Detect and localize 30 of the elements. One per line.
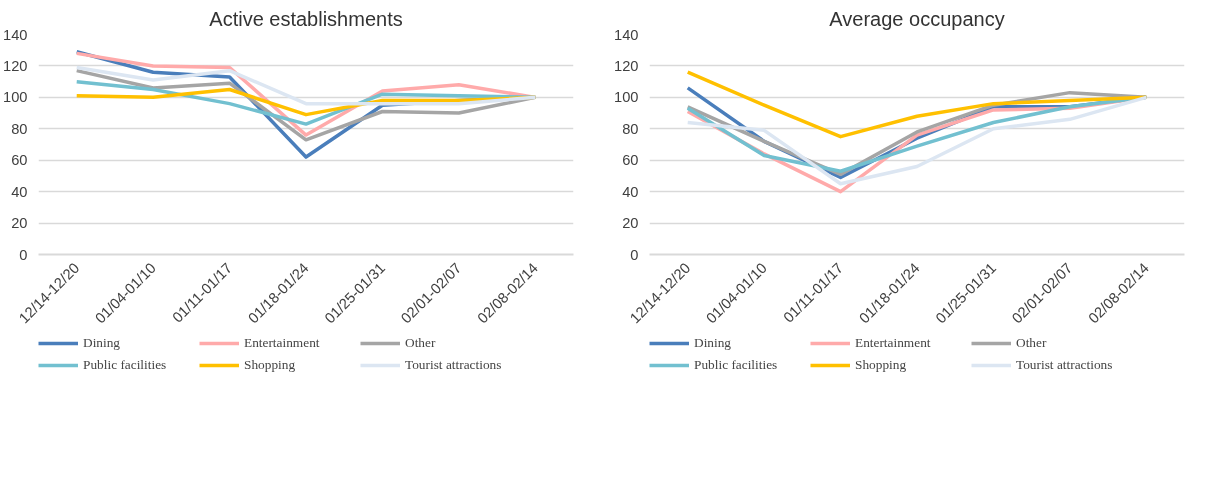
y-tick-label: 80 [622, 120, 639, 137]
y-tick-label: 100 [614, 89, 639, 106]
legend-label: Shopping [855, 357, 908, 373]
legend-label: Dining [83, 335, 122, 351]
y-tick-label: 80 [11, 120, 28, 137]
legend-label: Tourist attractions [1016, 357, 1114, 373]
legend-label: Other [1016, 335, 1048, 351]
y-tick-label: 40 [622, 183, 639, 200]
y-tick-label: 140 [3, 26, 28, 43]
y-tick-label: 60 [622, 152, 639, 169]
legend-label: Entertainment [244, 335, 321, 351]
y-tick-label: 20 [622, 215, 639, 232]
legend-label: Public facilities [83, 357, 168, 373]
legend-label: Entertainment [855, 335, 932, 351]
y-tick-label: 0 [19, 246, 28, 263]
y-tick-label: 100 [3, 89, 28, 106]
legend-label: Public facilities [694, 357, 779, 373]
y-tick-label: 140 [614, 26, 639, 43]
y-tick-label: 0 [630, 246, 639, 263]
y-tick-label: 60 [11, 152, 28, 169]
legend-label: Other [405, 335, 437, 351]
y-tick-label: 120 [614, 57, 639, 74]
legend-label: Shopping [244, 357, 297, 373]
legend-label: Dining [694, 335, 733, 351]
chart-title: Active establishments [209, 7, 403, 30]
y-tick-label: 20 [11, 215, 28, 232]
chart-title: Average occupancy [829, 7, 1005, 30]
y-tick-label: 120 [3, 57, 28, 74]
legend-label: Tourist attractions [405, 357, 503, 373]
y-tick-label: 40 [11, 183, 28, 200]
